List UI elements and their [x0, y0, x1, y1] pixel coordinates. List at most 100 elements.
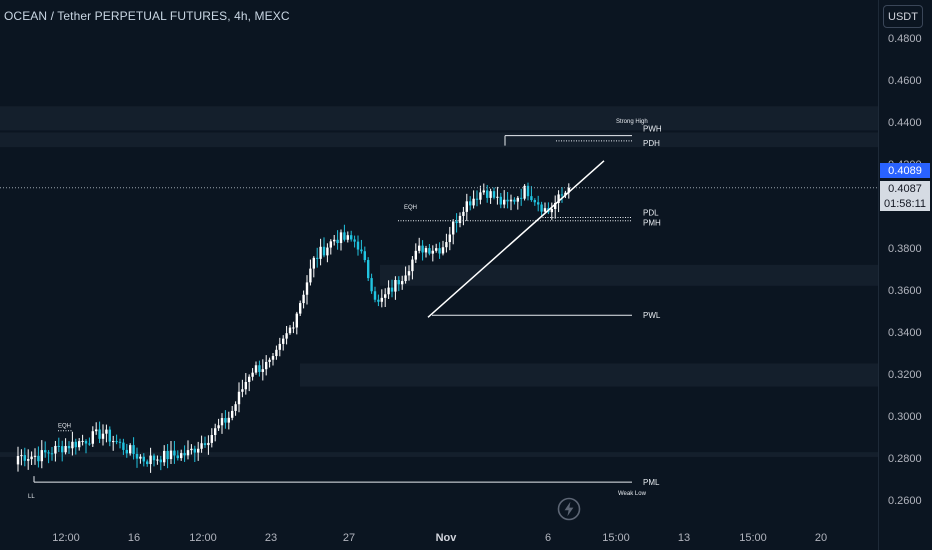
currency-button[interactable]: USDT [883, 5, 923, 28]
x-tick-label: 27 [343, 532, 355, 544]
x-tick-label: 23 [265, 532, 277, 544]
candle-body [557, 194, 560, 204]
candle-body [74, 441, 77, 448]
annotation-label: EQH [58, 424, 71, 430]
tradingview-logo-icon[interactable] [557, 497, 581, 521]
candle-body [197, 448, 200, 453]
x-tick-label: 13 [678, 532, 690, 544]
candle-body [567, 187, 570, 193]
candle-body [560, 194, 564, 196]
x-tick-label: 12:00 [189, 532, 217, 544]
candle-body [64, 445, 67, 453]
candle-body [258, 365, 261, 372]
candle-body [214, 428, 217, 435]
candle-body [435, 248, 438, 251]
candle-body [292, 327, 295, 329]
candle-body [373, 291, 377, 300]
candle-body [67, 445, 71, 449]
candle-body [350, 235, 353, 240]
candle-body [61, 446, 64, 453]
candle-body [564, 192, 567, 196]
level-label-pml: PML [643, 478, 660, 487]
candle-body [530, 196, 533, 201]
level-label-pwl: PWL [643, 311, 661, 320]
x-tick-label: 15:00 [739, 532, 767, 544]
candle-body [370, 278, 373, 292]
candle-body [543, 208, 547, 212]
candle-body [30, 456, 33, 460]
candle-body [441, 247, 445, 254]
candle-body [390, 287, 394, 292]
candle-body [411, 259, 414, 272]
candle-body [339, 232, 343, 244]
candle-body [520, 197, 523, 199]
candle-body [499, 196, 502, 205]
candle-body [156, 459, 159, 461]
candle-body [448, 234, 451, 243]
candle-body [57, 445, 60, 447]
x-tick-label: Nov [436, 532, 458, 544]
candle-body [254, 365, 258, 373]
annotation-label: EQH [404, 205, 417, 211]
candle-body [326, 247, 329, 256]
candle-body [88, 443, 91, 445]
candle-body [95, 429, 98, 432]
candle-body [387, 287, 390, 295]
candle-body [479, 192, 482, 200]
candle-body [322, 246, 326, 256]
candle-body [288, 327, 292, 334]
candle-body [336, 239, 339, 244]
candle-body [360, 249, 363, 252]
candle-body [37, 455, 40, 462]
candle-body [248, 376, 251, 382]
candle-body [139, 456, 142, 459]
candle-body [482, 190, 485, 193]
candle-body [424, 248, 428, 253]
candle-body [50, 453, 54, 455]
candle-body [540, 204, 543, 212]
candle-body [47, 452, 50, 454]
candle-body [132, 445, 135, 454]
candle-body [397, 280, 400, 285]
candle-body [237, 391, 241, 405]
candle-body [526, 185, 530, 197]
candle-body [492, 191, 496, 198]
candle-body [176, 455, 179, 459]
candle-body [108, 429, 111, 442]
candle-body [489, 191, 492, 198]
candle-body [166, 450, 169, 460]
x-tick-label: 15:00 [602, 532, 630, 544]
candle-body [465, 201, 468, 212]
candle-body [241, 389, 244, 392]
candle-body [251, 372, 254, 377]
annotation-label: Weak Low [618, 491, 647, 497]
candle-body [142, 456, 145, 462]
crosshair-price-tag: 0.4089 [880, 163, 930, 178]
candle-body [533, 200, 536, 203]
candle-body [458, 215, 462, 224]
x-tick-label: 12:00 [52, 532, 80, 544]
candle-body [513, 199, 516, 202]
candle-body [268, 359, 271, 362]
candle-body [380, 297, 383, 302]
candle-body [224, 418, 227, 423]
candle-body [333, 239, 336, 242]
candle-body [152, 455, 156, 461]
candle-body [275, 349, 278, 357]
candle-body [98, 429, 101, 439]
candle-body [438, 248, 441, 254]
candle-body [282, 338, 285, 344]
candle-body [20, 455, 23, 457]
candle-body [319, 246, 322, 259]
candle-body [356, 241, 360, 250]
chart-title: OCEAN / Tether PERPETUAL FUTURES, 4h, ME… [4, 9, 290, 23]
bar-countdown-tag: 01:58:11 [880, 196, 930, 211]
candle-body [23, 455, 26, 461]
level-label-pdh: PDH [643, 139, 660, 148]
candle-body [203, 443, 207, 446]
candle-body [455, 221, 458, 224]
y-tick-label: 0.4800 [888, 33, 922, 45]
candle-body [227, 417, 230, 423]
liquidity-zone [0, 132, 878, 148]
